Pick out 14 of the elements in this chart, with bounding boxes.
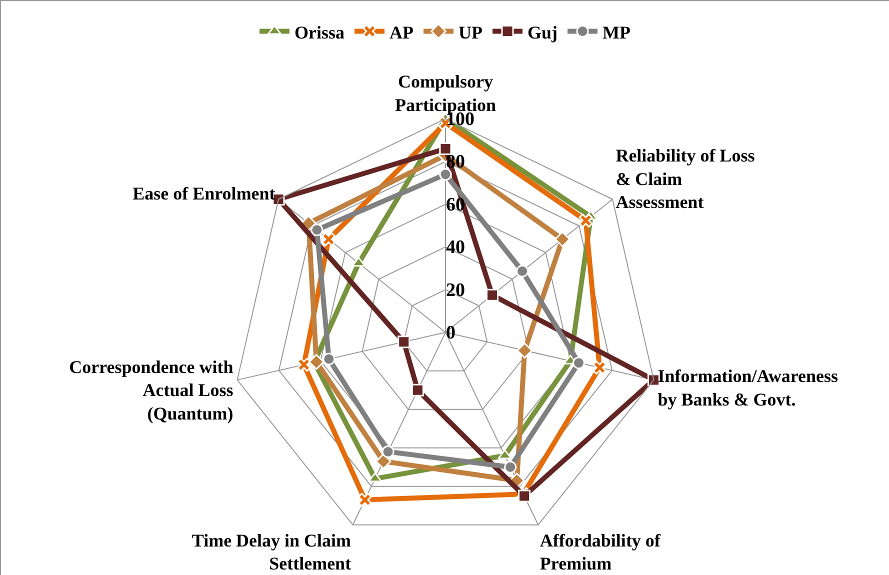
legend-label: Guj: [528, 22, 558, 42]
y-tick-label: 20: [446, 280, 465, 301]
spoke-label: Reliability of Loss & Claim Assessment: [616, 145, 755, 212]
spoke-label: Correspondence with Actual Loss (Quantum): [69, 356, 234, 424]
legend-label: Orissa: [294, 22, 345, 42]
spoke-label: Ease of Enrolment: [132, 183, 276, 204]
y-tick-label: 40: [446, 237, 465, 258]
spoke-label: Information/Awareness by Banks & Govt.: [658, 366, 838, 410]
legend-label: MP: [602, 22, 631, 42]
y-tick-label: 0: [446, 322, 456, 344]
spoke-label: Time Delay in Claim Settlement: [192, 530, 352, 574]
spoke-label: Affordability of Premium: [540, 530, 662, 574]
legend-label: AP: [390, 22, 414, 42]
legend-label: UP: [458, 22, 483, 42]
